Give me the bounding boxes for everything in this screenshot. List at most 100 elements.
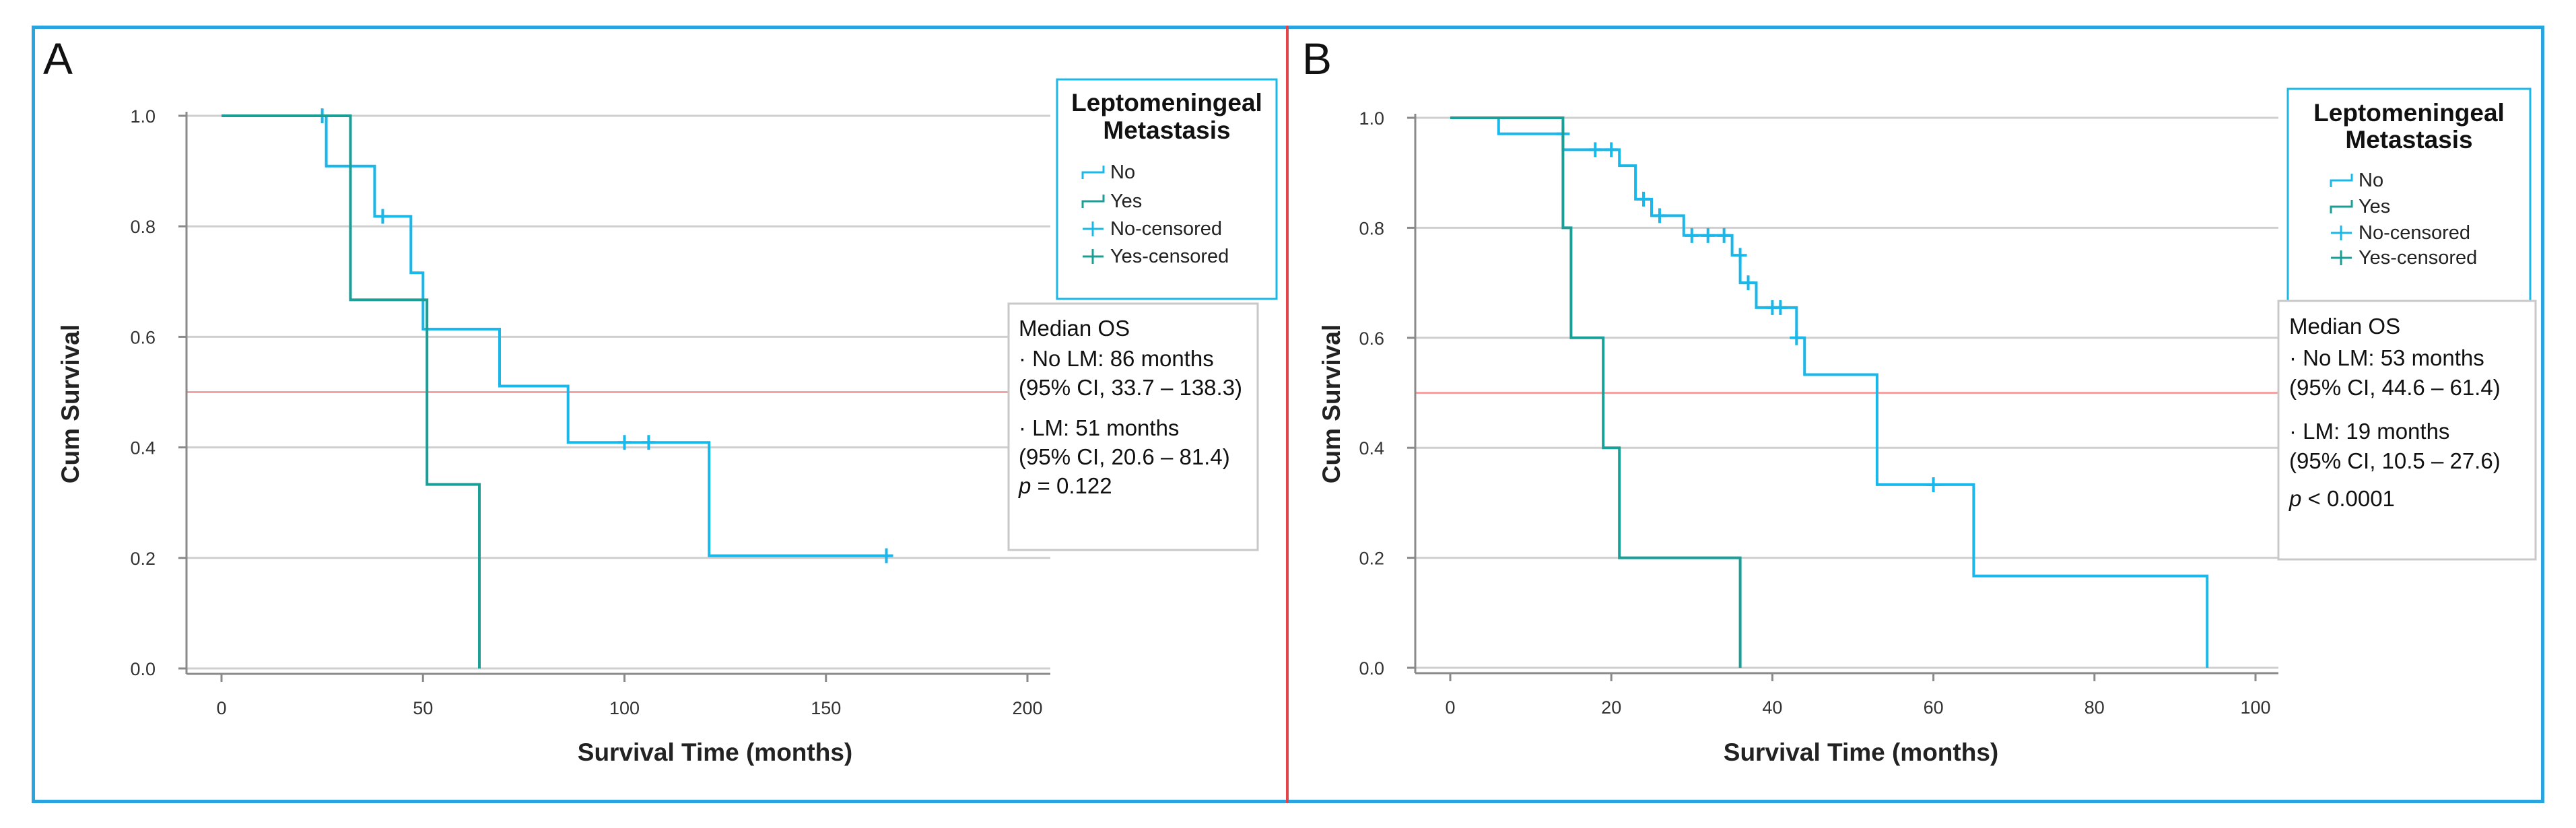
censored-marker-no: [1741, 275, 1755, 291]
panel-b-stats-box: [2277, 300, 2537, 561]
y-tick-label: 0.4: [130, 438, 156, 458]
x-tick-label: 100: [609, 698, 640, 718]
panel-b-stats-no-lm-ci: (95% CI, 44.6 – 61.4): [2289, 375, 2501, 400]
censored-marker-no: [1773, 300, 1788, 315]
panel-b-chart: B 0 20 40 60 80 100 0.0 0.2 0.4 0.6 0.8 1.0 Surviva…: [1302, 34, 2537, 766]
censored-marker-no: [1588, 142, 1602, 158]
x-tick-label: 150: [811, 698, 841, 718]
legend-no-censored-marker: [1083, 221, 1104, 236]
panel-b-stats-no-lm: · No LM: 53 months: [2289, 345, 2484, 370]
panel-b-legend-title-line-2: Metastasis: [2345, 126, 2472, 153]
censored-marker-no: [1604, 142, 1619, 158]
panel-b-ticks: 0 20 40 60 80 100 0.0 0.2 0.4 0.6 0.8 1.0: [1359, 108, 2270, 718]
y-tick-label: 0.6: [1359, 329, 1384, 349]
panel-b-p-label: p: [2289, 486, 2301, 511]
censored-marker-no: [1685, 228, 1699, 243]
y-tick-label: 1.0: [1359, 108, 1384, 129]
panel-b-median-os-box: Median OS · No LM: 53 months (95% CI, 44…: [2277, 300, 2537, 561]
panel-b-x-axis-title: Survival Time (months): [1724, 738, 1998, 766]
x-tick-label: 40: [1762, 697, 1782, 718]
legend-no-swatch: [2330, 174, 2353, 187]
legend-yes-swatch: [2330, 200, 2353, 213]
panel-a-p-label: p: [1018, 473, 1031, 498]
legend-item-no-censored: No-censored: [2359, 222, 2470, 244]
panel-b-legend-title-line-1: Leptomeningeal: [2313, 99, 2505, 127]
legend-item-yes: Yes: [2359, 196, 2390, 217]
legend-item-no-censored: No-censored: [1110, 218, 1222, 240]
x-tick-label: 60: [1924, 697, 1944, 718]
panel-a-legend: Leptomeningeal Metastasis No Yes No-cens…: [1056, 78, 1278, 300]
panel-b-legend: Leptomeningeal Metastasis No Yes No-cens…: [2286, 88, 2532, 318]
km-curve-no: [222, 114, 887, 557]
panel-a-stats-box: [1007, 302, 1259, 551]
x-tick-label: 0: [216, 698, 226, 718]
x-tick-label: 20: [1601, 697, 1621, 718]
panel-a-stats-lm: · LM: 51 months: [1019, 415, 1179, 440]
panel-a-ticks: 0 50 100 150 200 0.0 0.2 0.4 0.6 0.8 1.0: [130, 106, 1042, 718]
censored-marker-no: [617, 435, 632, 450]
panel-a-median-os-box: Median OS · No LM: 86 months (95% CI, 33…: [1007, 302, 1259, 551]
panel-a-series: [222, 108, 893, 668]
censored-marker-no: [1790, 330, 1804, 345]
censored-marker-no: [1637, 191, 1651, 207]
x-tick-label: 0: [1445, 697, 1455, 718]
panel-a-legend-title-line-2: Metastasis: [1103, 116, 1230, 144]
censored-marker-no: [376, 209, 390, 224]
legend-yes-swatch: [1081, 195, 1105, 208]
panel-a-letter: A: [43, 34, 73, 83]
x-tick-label: 50: [413, 698, 433, 718]
panel-a-gridlines: [187, 114, 1050, 670]
panel-b-stats-header: Median OS: [2289, 314, 2400, 339]
censored-marker-no: [1926, 477, 1940, 492]
panel-b-p-value-text: < 0.0001: [2301, 486, 2395, 511]
panel-b-stats-p-value: p < 0.0001: [2289, 486, 2395, 511]
panel-b-letter: B: [1302, 34, 1332, 83]
legend-no-swatch: [1081, 166, 1105, 179]
panel-a-stats-no-lm-ci: (95% CI, 33.7 – 138.3): [1019, 375, 1242, 400]
legend-item-no: No: [2359, 170, 2383, 191]
panel-b-stats-lm-ci: (95% CI, 10.5 – 27.6): [2289, 448, 2501, 473]
legend-yes-censored-marker: [2331, 250, 2352, 265]
panel-b-stats-lm: · LM: 19 months: [2289, 419, 2449, 444]
x-tick-label: 80: [2084, 697, 2105, 718]
y-tick-label: 0.0: [130, 659, 156, 679]
y-tick-label: 0.8: [130, 217, 156, 237]
legend-no-censored-marker: [2331, 226, 2352, 240]
panel-a-stats-no-lm: · No LM: 86 months: [1019, 346, 1214, 371]
y-tick-label: 0.2: [130, 549, 156, 569]
legend-yes-censored-marker: [1083, 249, 1104, 264]
y-tick-label: 0.6: [130, 327, 156, 347]
legend-item-yes-censored: Yes-censored: [1110, 246, 1229, 267]
y-tick-label: 0.8: [1359, 218, 1384, 238]
x-tick-label: 100: [2240, 697, 2270, 718]
y-tick-label: 1.0: [130, 106, 156, 127]
censored-marker-no: [1733, 248, 1747, 263]
panel-b-legend-box: [2286, 88, 2532, 318]
panel-a-y-axis-title: Cum Survival: [57, 324, 84, 483]
censored-marker-no: [1652, 208, 1666, 223]
panel-b-y-axis-title: Cum Survival: [1318, 324, 1345, 483]
km-curve-yes: [1450, 116, 1742, 668]
panel-a-chart: A 0 50 100 150 200 0.0 0.2 0.4 0.6 0.8 1.0 Surviva…: [43, 34, 1278, 766]
legend-item-yes-censored: Yes-censored: [2359, 247, 2477, 269]
x-tick-label: 200: [1012, 698, 1042, 718]
y-tick-label: 0.2: [1359, 549, 1384, 569]
censored-marker-no: [879, 548, 893, 563]
panel-b-series: [1450, 116, 2209, 668]
legend-item-yes: Yes: [1110, 191, 1142, 212]
y-tick-label: 0.4: [1359, 438, 1384, 458]
panel-a-stats-p-value: p = 0.122: [1018, 473, 1112, 498]
y-tick-label: 0.0: [1359, 658, 1384, 679]
censored-marker-no: [1717, 228, 1731, 243]
panel-a-stats-lm-ci: (95% CI, 20.6 – 81.4): [1019, 444, 1230, 469]
censored-marker-no: [1701, 228, 1715, 243]
censored-marker-no: [642, 435, 656, 450]
panel-divider: [1286, 26, 1289, 803]
legend-item-no: No: [1110, 162, 1135, 183]
panel-b-gridlines: [1415, 116, 2278, 669]
panel-a-x-axis-title: Survival Time (months): [578, 738, 852, 766]
panel-a-p-value-text: = 0.122: [1031, 473, 1112, 498]
panel-a-stats-header: Median OS: [1019, 316, 1130, 341]
km-curve-yes: [222, 114, 481, 668]
panel-a-legend-title-line-1: Leptomeningeal: [1071, 89, 1262, 116]
